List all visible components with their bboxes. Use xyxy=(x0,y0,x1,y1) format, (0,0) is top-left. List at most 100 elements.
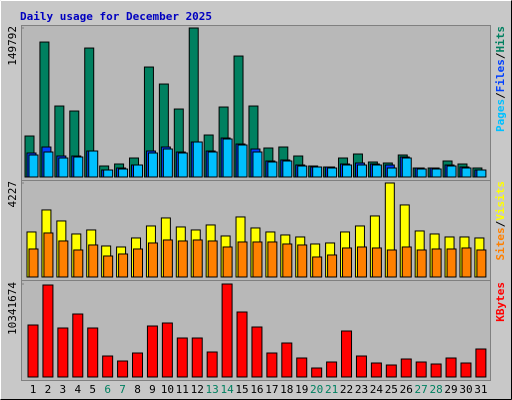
bar xyxy=(252,241,263,278)
bar xyxy=(267,161,278,178)
bar xyxy=(446,165,457,178)
bar xyxy=(147,152,158,178)
bar xyxy=(475,348,487,378)
bar xyxy=(28,248,39,278)
legend-separator: / xyxy=(494,52,507,59)
x-tick-label: 29 xyxy=(444,383,457,396)
bar xyxy=(28,154,39,178)
x-tick-label: 15 xyxy=(235,383,248,396)
bar xyxy=(236,311,248,378)
bar xyxy=(297,244,308,278)
bar xyxy=(252,151,263,178)
bar xyxy=(206,351,218,378)
legend: KBytes xyxy=(494,282,507,322)
bar xyxy=(237,241,248,278)
bar xyxy=(430,363,442,378)
x-tick-label: 3 xyxy=(60,383,67,396)
bar xyxy=(58,157,69,178)
x-tick-label: 31 xyxy=(474,383,487,396)
bar xyxy=(416,168,427,178)
legend-entry: Sites xyxy=(494,227,507,260)
bar xyxy=(117,360,129,378)
bar xyxy=(88,150,99,178)
bar xyxy=(476,249,487,278)
x-tick-label: 16 xyxy=(250,383,263,396)
bar xyxy=(356,164,367,178)
x-tick-label: 13 xyxy=(206,383,219,396)
x-tick-label: 9 xyxy=(149,383,156,396)
bar xyxy=(162,148,173,178)
legend: Pages/Files/Hits xyxy=(494,26,507,132)
bar xyxy=(58,240,69,278)
y-tick-label: 149792 xyxy=(6,26,19,66)
x-tick-label: 6 xyxy=(104,383,111,396)
bar xyxy=(327,167,338,178)
bar xyxy=(192,239,203,278)
x-tick-label: 10 xyxy=(161,383,174,396)
bar xyxy=(460,362,472,378)
x-tick-label: 17 xyxy=(265,383,278,396)
bar xyxy=(386,167,397,178)
bar xyxy=(416,249,427,278)
bar xyxy=(191,337,203,378)
x-tick-label: 1 xyxy=(30,383,37,396)
bar xyxy=(177,240,188,278)
bar xyxy=(401,157,412,178)
x-tick-label: 20 xyxy=(310,383,323,396)
x-tick-label: 14 xyxy=(220,383,234,396)
bar xyxy=(282,243,293,278)
x-tick-label: 7 xyxy=(119,383,126,396)
bar xyxy=(370,362,382,378)
bar xyxy=(176,337,188,378)
bar xyxy=(385,364,397,378)
legend-entry: Visits xyxy=(494,181,507,221)
bar xyxy=(342,164,353,178)
bar xyxy=(88,244,99,278)
bar xyxy=(43,232,54,278)
bar xyxy=(401,246,412,278)
bar xyxy=(445,357,457,378)
bar xyxy=(371,164,382,178)
bar xyxy=(312,166,323,178)
x-tick-label: 11 xyxy=(176,383,189,396)
bar xyxy=(431,168,442,178)
x-tick-label: 19 xyxy=(295,383,308,396)
bar xyxy=(133,164,144,178)
bar xyxy=(371,247,382,278)
y-tick-label: 4227 xyxy=(6,181,19,208)
bar xyxy=(222,138,233,178)
bar xyxy=(118,168,129,178)
bar xyxy=(312,256,323,278)
legend: Sites/Visits xyxy=(494,181,507,261)
bar xyxy=(118,253,129,278)
bar xyxy=(177,152,188,178)
x-tick-label: 24 xyxy=(370,383,384,396)
legend-entry: Hits xyxy=(494,26,507,53)
bar xyxy=(282,160,293,178)
x-tick-label: 28 xyxy=(429,383,442,396)
bar xyxy=(72,313,84,378)
bar xyxy=(446,248,457,278)
x-tick-label: 5 xyxy=(89,383,96,396)
x-tick-label: 8 xyxy=(134,383,141,396)
bar xyxy=(355,355,367,378)
bar xyxy=(207,151,218,178)
x-tick-label: 25 xyxy=(385,383,398,396)
legend-entry: Pages xyxy=(494,99,507,132)
x-tick-label: 4 xyxy=(74,383,81,396)
bar xyxy=(207,240,218,278)
bar xyxy=(400,358,412,378)
y-tick-label: 10341674 xyxy=(6,282,19,335)
x-tick-label: 22 xyxy=(340,383,353,396)
x-tick-label: 23 xyxy=(355,383,368,396)
bar xyxy=(102,355,114,378)
bar xyxy=(415,361,427,378)
bar xyxy=(311,367,323,378)
x-tick-label: 21 xyxy=(325,383,338,396)
bar xyxy=(341,330,353,378)
x-tick-label: 2 xyxy=(45,383,52,396)
bar xyxy=(43,151,54,178)
bar xyxy=(297,165,308,178)
legend-entry: KBytes xyxy=(494,282,507,322)
